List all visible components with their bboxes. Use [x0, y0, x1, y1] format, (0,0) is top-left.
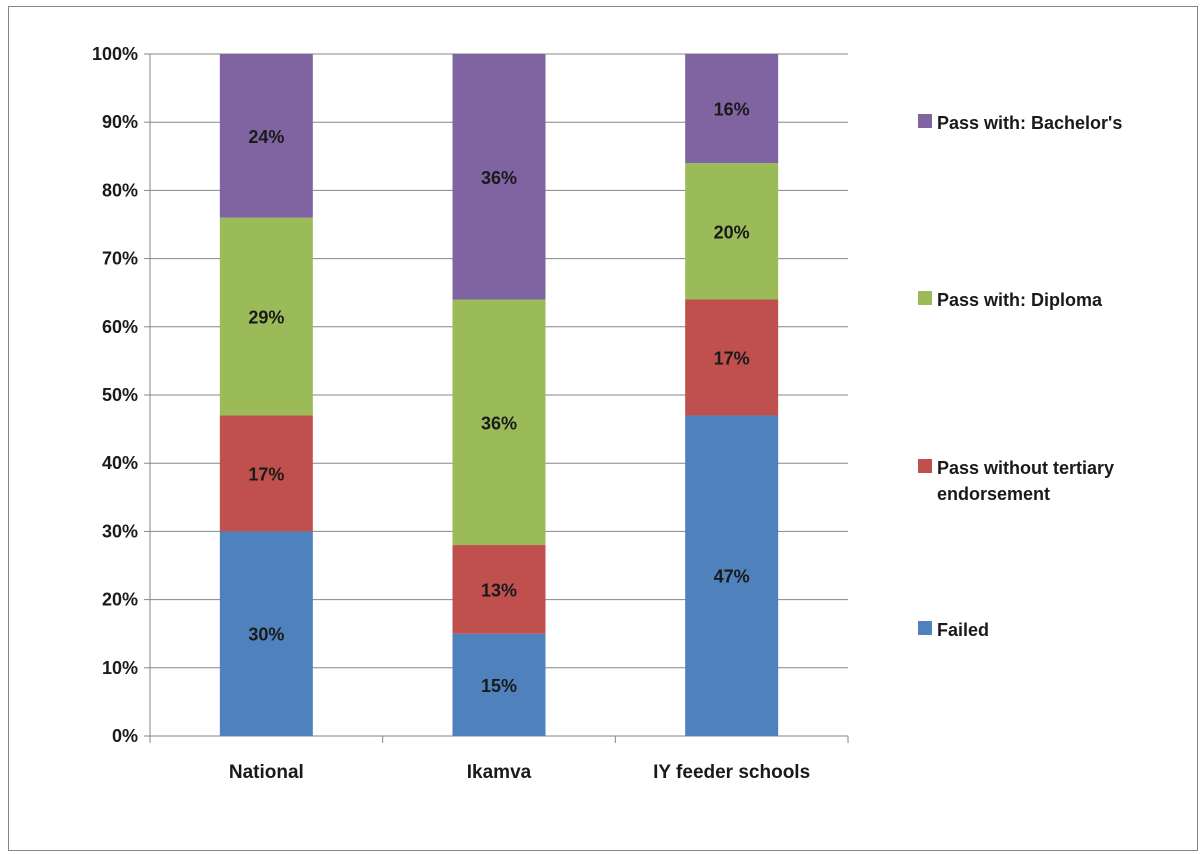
y-tick-label: 20% — [102, 590, 138, 610]
y-tick-label: 50% — [102, 385, 138, 405]
chart-frame — [8, 6, 1198, 851]
bar-segment — [452, 54, 546, 300]
data-label: 17% — [714, 348, 750, 368]
x-category-label: Ikamva — [467, 762, 532, 783]
y-tick-label: 40% — [102, 453, 138, 473]
legend-item: Failed — [918, 617, 1182, 643]
bar-segment — [452, 633, 546, 736]
legend-item: Pass with: Diploma — [918, 287, 1182, 313]
bar-segment — [685, 415, 779, 736]
bar-segment — [452, 299, 546, 546]
data-label: 20% — [714, 222, 750, 242]
data-label: 30% — [248, 625, 284, 645]
bar-segment — [685, 54, 779, 164]
legend-label: Pass with: Diploma — [937, 290, 1103, 310]
data-label: 47% — [714, 567, 750, 587]
data-label: 16% — [714, 100, 750, 120]
x-category-label: IY feeder schools — [653, 762, 810, 783]
x-category-label: National — [229, 762, 304, 783]
y-tick-label: 60% — [102, 317, 138, 337]
data-label: 29% — [248, 308, 284, 328]
data-label: 17% — [248, 464, 284, 484]
y-tick-label: 80% — [102, 180, 138, 200]
bar-segment — [219, 531, 313, 736]
legend-item: Pass with: Bachelor's — [918, 110, 1182, 136]
legend-label: Pass with: Bachelor's — [937, 113, 1123, 133]
bar-segment — [685, 163, 779, 300]
data-label: 13% — [481, 580, 517, 600]
data-label: 15% — [481, 676, 517, 696]
legend-swatch — [918, 459, 932, 473]
y-tick-label: 100% — [92, 44, 138, 64]
legend-item: Pass without tertiary endorsement — [918, 455, 1182, 507]
legend-label: Pass without tertiary endorsement — [937, 458, 1115, 504]
y-tick-label: 70% — [102, 249, 138, 269]
legend-swatch — [918, 114, 932, 128]
data-label: 36% — [481, 413, 517, 433]
legend-label: Failed — [937, 620, 990, 640]
y-tick-label: 30% — [102, 521, 138, 541]
data-label: 24% — [248, 127, 284, 147]
y-tick-label: 10% — [102, 658, 138, 678]
y-tick-label: 0% — [112, 726, 138, 746]
bar-segment — [219, 54, 313, 218]
bar-segment — [685, 299, 779, 416]
legend-swatch — [918, 621, 932, 635]
legend-swatch — [918, 291, 932, 305]
bar-segment — [219, 415, 313, 532]
bar-segment — [219, 217, 313, 416]
bar-segment — [452, 545, 546, 634]
data-label: 36% — [481, 168, 517, 188]
y-tick-label: 90% — [102, 112, 138, 132]
